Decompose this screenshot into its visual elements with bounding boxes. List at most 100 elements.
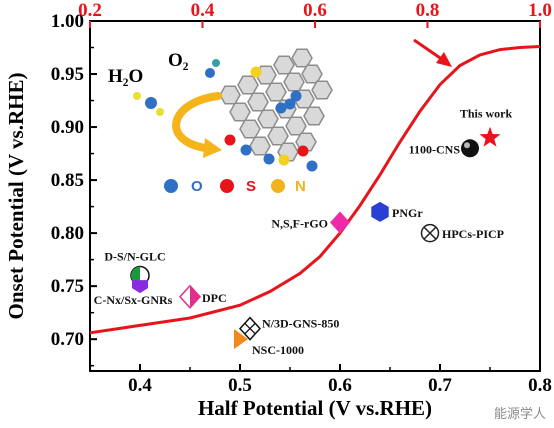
cross-line [244, 323, 256, 335]
lattice-cell-icon [267, 126, 289, 146]
y-axis-title: Onset Potential (V vs.RHE) [4, 73, 28, 320]
data-point: This work [460, 107, 513, 147]
o2-atom-icon [212, 59, 220, 67]
data-point: PNGr [371, 201, 423, 222]
hexagon-marker-icon [371, 201, 389, 222]
legend-dot-icon [271, 179, 285, 193]
lattice-cell-icon [303, 106, 325, 126]
lattice-cell-icon [237, 75, 259, 95]
sphere-highlight-icon [464, 142, 470, 149]
data-point: DPC [178, 284, 227, 309]
half-fill [131, 266, 140, 285]
top-tick-label: 0.6 [303, 0, 327, 21]
oxygen-label: O₂ [168, 50, 189, 71]
triangle-marker-icon [234, 329, 248, 350]
point-label: NSC-1000 [252, 343, 304, 357]
lattice-cell-icon [219, 85, 241, 105]
cross-line [423, 226, 437, 240]
red-curve [89, 45, 541, 335]
data-points: This work 1100-CNS PNGr HPCs-PICP N,S,F-rGO D… [94, 107, 513, 358]
legend-label: S [246, 178, 256, 195]
inset-illustration: H₂O O₂ O S N [108, 48, 333, 195]
legend-label: N [295, 178, 306, 195]
point-label: PNGr [392, 206, 423, 220]
reaction-arrow-icon [172, 92, 222, 152]
atom-icon [278, 154, 290, 166]
y-tick-label: 0.95 [51, 64, 84, 85]
x-tick-label: 0.8 [528, 375, 552, 396]
lattice-cell-icon [249, 136, 271, 156]
top-tick-label: 0.8 [416, 0, 440, 21]
watermark: 能源学人 [493, 407, 546, 422]
data-point: N,S,F-rGO [271, 211, 350, 234]
lattice-cell-icon [301, 64, 323, 84]
water-label: H₂O [108, 66, 143, 87]
atom-icon [263, 153, 275, 165]
point-label: N,S,F-rGO [271, 217, 328, 231]
o2-atom-icon [205, 68, 215, 78]
lattice-cell-icon [247, 92, 269, 112]
pointer-arrow-icon [413, 38, 452, 67]
x-tick-label: 0.4 [128, 375, 152, 396]
x-axis-title: Half Potential (V vs.RHE) [198, 396, 432, 420]
graphene-sheet-icon [219, 48, 333, 172]
top-tick-label: 0.4 [191, 0, 215, 21]
sphere-marker-icon [461, 139, 479, 158]
point-label: D-S/N-GLC [104, 250, 165, 264]
x-tick-label: 0.7 [428, 375, 452, 396]
lattice-cell-icon [283, 72, 305, 92]
reaction-arrow-head-icon [203, 138, 222, 158]
legend-label: O [191, 178, 203, 195]
lattice-cell-icon [265, 82, 287, 102]
data-point: D-S/N-GLC [104, 250, 166, 286]
y-tick-label: 0.80 [51, 223, 84, 244]
top-axis-ticks: 0.2 0.4 0.6 0.8 1.0 [78, 0, 552, 28]
y-tick-label: 0.90 [51, 117, 84, 138]
atom-icon [290, 90, 302, 102]
x-axis-ticks: 0.4 0.5 0.6 0.7 0.8 [89, 364, 552, 396]
atom-icon [306, 160, 318, 172]
atom-icon [275, 102, 287, 114]
x-tick-label: 0.6 [328, 375, 352, 396]
atom-icon [284, 98, 296, 110]
lattice-cell-icon [273, 55, 295, 75]
lattice-cell-icon [285, 116, 307, 136]
data-point: HPCs-PICP [420, 223, 504, 243]
atom-icon [240, 144, 252, 156]
water-hydrogen-atom-icon [156, 108, 164, 116]
lattice-cell-icon [257, 109, 279, 129]
diamond-marker-icon [330, 211, 350, 234]
atom-icon [224, 134, 236, 146]
half-fill [190, 285, 200, 308]
y-tick-label: 1.00 [51, 11, 84, 32]
point-label: DPC [202, 291, 227, 305]
y-tick-label: 0.85 [51, 170, 84, 191]
y-tick-label: 0.70 [51, 329, 84, 350]
y-axis-ticks: 0.70 0.75 0.80 0.85 0.90 0.95 1.00 [51, 11, 97, 367]
data-point: NSC-1000 [234, 329, 304, 357]
pentagon-marker-icon [132, 280, 148, 294]
atom-icon [297, 145, 309, 157]
point-label: 1100-CNS [409, 142, 461, 156]
y-tick-label: 0.75 [51, 276, 84, 297]
lattice-cell-icon [291, 48, 313, 68]
top-tick-label: 0.2 [78, 0, 102, 21]
water-oxygen-atom-icon [145, 97, 157, 109]
lattice-cell-icon [311, 80, 333, 100]
point-label: HPCs-PICP [442, 227, 504, 241]
data-point: N/3D-GNS-850 [238, 316, 339, 341]
lattice-cell-icon [229, 102, 251, 122]
water-hydrogen-atom-icon [133, 92, 141, 100]
point-label: C-Nx/Sx-GNRs [94, 293, 173, 307]
molecules: H₂O O₂ [108, 50, 222, 158]
atom-icon [250, 66, 262, 78]
x-tick-label: 0.5 [228, 375, 252, 396]
point-label: This work [460, 107, 513, 121]
star-marker-icon [479, 126, 501, 147]
lattice-cell-icon [239, 119, 261, 139]
data-point: C-Nx/Sx-GNRs [94, 280, 173, 307]
data-point: 1100-CNS [409, 139, 479, 158]
inset-legend: O S N [164, 178, 306, 195]
legend-dot-icon [164, 179, 178, 193]
